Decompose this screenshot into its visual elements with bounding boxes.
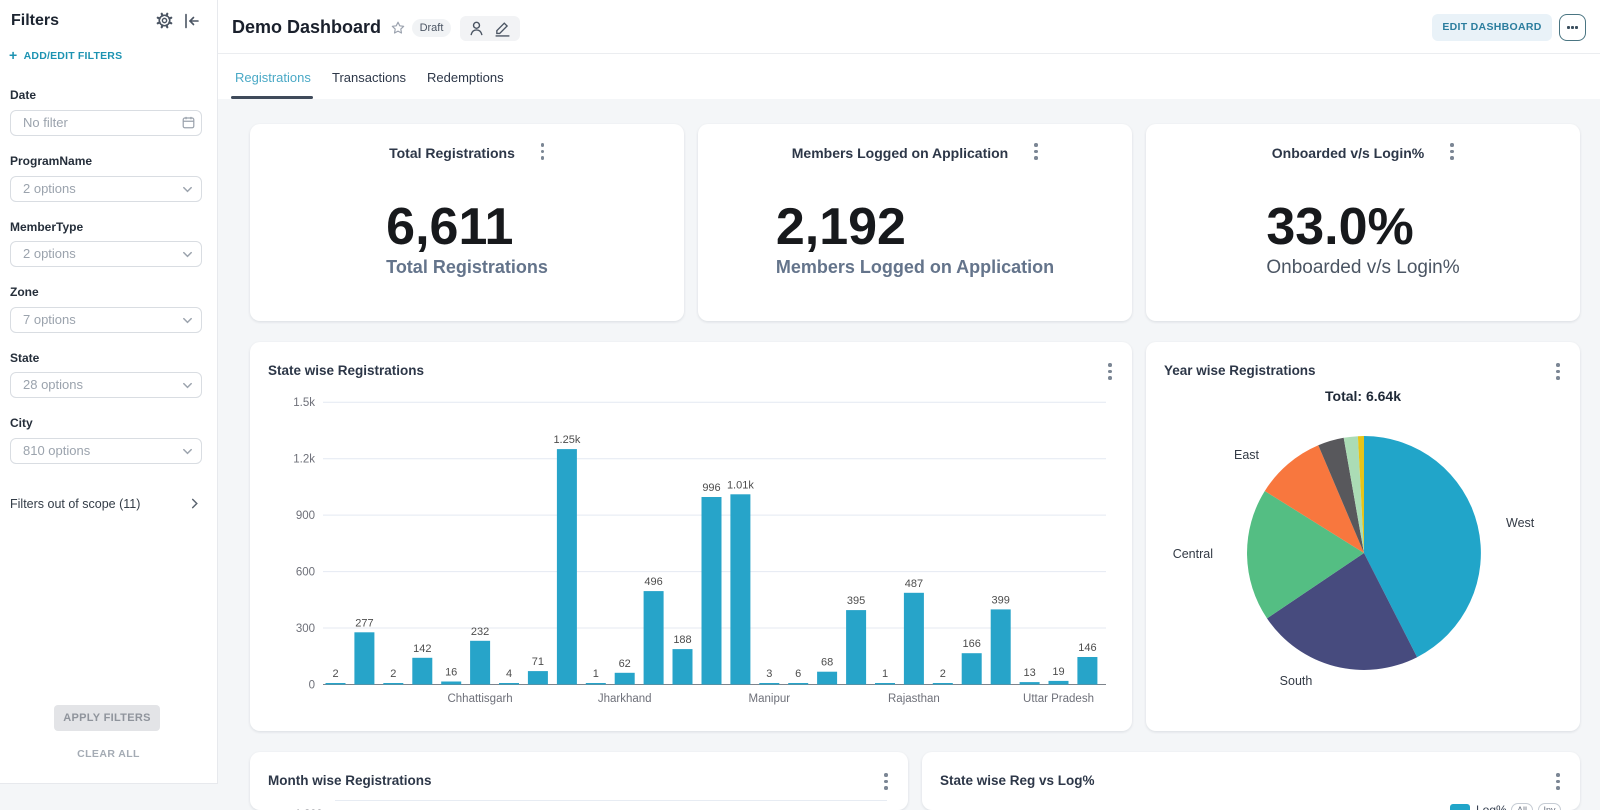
svg-text:142: 142 (413, 643, 431, 655)
svg-text:West: West (1506, 516, 1535, 530)
svg-text:600: 600 (296, 567, 315, 579)
svg-text:1.5k: 1.5k (293, 397, 315, 409)
svg-text:19: 19 (1052, 666, 1064, 678)
svg-text:1.25k: 1.25k (553, 434, 580, 446)
svg-text:277: 277 (355, 617, 373, 629)
svg-text:2: 2 (390, 668, 396, 680)
svg-text:6: 6 (795, 668, 801, 680)
svg-text:3: 3 (766, 668, 772, 680)
svg-text:1: 1 (593, 668, 599, 680)
svg-text:16: 16 (445, 667, 457, 679)
svg-text:232: 232 (471, 626, 489, 638)
svg-text:395: 395 (847, 595, 865, 607)
svg-text:1: 1 (882, 668, 888, 680)
svg-text:Central: Central (1173, 547, 1213, 561)
svg-text:2: 2 (940, 668, 946, 680)
svg-text:Jharkhand: Jharkhand (598, 693, 652, 705)
svg-text:188: 188 (673, 634, 691, 646)
svg-text:62: 62 (619, 658, 631, 670)
svg-text:487: 487 (905, 578, 923, 590)
svg-text:East: East (1234, 448, 1260, 462)
svg-text:996: 996 (702, 482, 720, 494)
svg-text:1.2k: 1.2k (293, 454, 315, 466)
svg-text:399: 399 (992, 594, 1010, 606)
svg-text:4: 4 (506, 668, 512, 680)
svg-text:Rajasthan: Rajasthan (888, 693, 940, 705)
svg-text:146: 146 (1078, 642, 1096, 654)
svg-text:300: 300 (296, 623, 315, 635)
svg-text:71: 71 (532, 656, 544, 668)
svg-text:166: 166 (963, 638, 981, 650)
svg-text:900: 900 (296, 510, 315, 522)
svg-text:496: 496 (644, 576, 662, 588)
svg-text:0: 0 (309, 680, 315, 692)
svg-text:Uttar Pradesh: Uttar Pradesh (1023, 693, 1094, 705)
svg-text:2: 2 (332, 668, 338, 680)
svg-text:Chhattisgarh: Chhattisgarh (447, 693, 512, 705)
svg-text:68: 68 (821, 657, 833, 669)
svg-text:1.01k: 1.01k (727, 479, 754, 491)
svg-text:Manipur: Manipur (749, 693, 791, 705)
svg-text:13: 13 (1023, 667, 1035, 679)
svg-text:South: South (1280, 674, 1313, 688)
